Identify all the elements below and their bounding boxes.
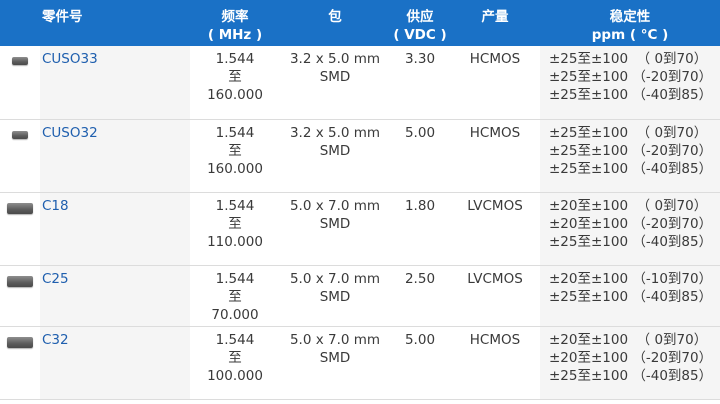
part-number-link[interactable]: CUSO32 — [42, 124, 98, 141]
stability-line: ±25至±100 （-40到85） — [549, 288, 713, 305]
package-cell: 5.0 x 7.0 mm SMD — [280, 265, 390, 327]
stability-cell: ±25至±100 （ 0到70） ±25至±100 （-20到70） ±25至±10… — [540, 119, 720, 193]
small-smd-chip-icon[interactable] — [12, 130, 28, 139]
frequency-line: 1.544 — [215, 270, 255, 287]
header-frequency[interactable]: 频率( MHz ) — [190, 0, 280, 46]
table-row[interactable]: C18 1.544 至 110.000 5.0 x 7.0 mm SMD 1.80 LVCMO… — [0, 192, 720, 266]
frequency-line: 70.000 — [211, 306, 259, 323]
stability-line: ±20至±100 （-20到70） — [549, 215, 713, 232]
header-stability[interactable]: 稳定性 ppm ( °C ) — [540, 0, 720, 46]
supply-cell: 2.50 — [390, 265, 450, 327]
package-line: SMD — [319, 142, 351, 159]
output-cell: HCMOS — [450, 326, 540, 400]
chip-thumbnail-cell — [0, 192, 40, 266]
frequency-line: 100.000 — [207, 367, 263, 384]
table-header-row: 零件号 频率( MHz ) 包 供应( VDC ) 产量 稳定性 ppm ( °C… — [0, 0, 720, 46]
frequency-cell: 1.544 至 70.000 — [190, 265, 280, 327]
chip-thumbnail-cell — [0, 265, 40, 327]
package-cell: 5.0 x 7.0 mm SMD — [280, 326, 390, 400]
part-number-cell: CUSO32 — [40, 119, 190, 193]
package-line: 5.0 x 7.0 mm — [289, 197, 381, 214]
package-line: SMD — [319, 288, 351, 305]
stability-line: ±20至±100 （ 0到70） — [549, 331, 708, 348]
package-cell: 5.0 x 7.0 mm SMD — [280, 192, 390, 266]
chip-thumbnail-cell — [0, 326, 40, 400]
frequency-cell: 1.544 至 100.000 — [190, 326, 280, 400]
frequency-cell: 1.544 至 110.000 — [190, 192, 280, 266]
part-number-cell: C32 — [40, 326, 190, 400]
stability-line: ±20至±100 （-20到70） — [549, 349, 713, 366]
part-number-cell: CUSO33 — [40, 46, 190, 120]
frequency-line: 1.544 — [215, 197, 255, 214]
package-line: SMD — [319, 69, 351, 85]
header-package[interactable]: 包 — [280, 0, 390, 46]
stability-line: ±25至±100 （-40到85） — [549, 87, 713, 103]
stability-line: ±25至±100 （ 0到70） — [549, 124, 708, 141]
package-line: 5.0 x 7.0 mm — [289, 331, 381, 348]
header-part-number[interactable]: 零件号 — [40, 0, 190, 46]
chip-thumbnail-cell — [0, 46, 40, 120]
package-cell: 3.2 x 5.0 mm SMD — [280, 46, 390, 120]
header-thumb — [0, 0, 40, 46]
part-number-link[interactable]: CUSO33 — [42, 51, 98, 67]
part-number-link[interactable]: C18 — [42, 197, 69, 214]
frequency-line: 1.544 — [215, 51, 255, 67]
frequency-line: 160.000 — [207, 87, 263, 103]
output-cell: LVCMOS — [450, 265, 540, 327]
large-smd-chip-icon[interactable] — [7, 336, 33, 348]
stability-line: ±25至±100 （-40到85） — [549, 160, 713, 177]
stability-line: ±20至±100 （ 0到70） — [549, 197, 708, 214]
header-supply[interactable]: 供应( VDC ) — [390, 0, 450, 46]
frequency-line: 至 — [228, 288, 242, 305]
output-cell: LVCMOS — [450, 192, 540, 266]
part-number-cell: C18 — [40, 192, 190, 266]
frequency-cell: 1.544 至 160.000 — [190, 119, 280, 193]
part-number-cell: C25 — [40, 265, 190, 327]
frequency-line: 至 — [228, 142, 242, 159]
package-line: 3.2 x 5.0 mm — [289, 124, 381, 141]
frequency-line: 至 — [228, 349, 242, 366]
supply-cell: 3.30 — [390, 46, 450, 120]
stability-line: ±25至±100 （-40到85） — [549, 233, 713, 250]
part-number-link[interactable]: C32 — [42, 331, 69, 348]
supply-cell: 5.00 — [390, 326, 450, 400]
frequency-line: 1.544 — [215, 124, 255, 141]
stability-line: ±20至±100 （-10到70） — [549, 270, 713, 287]
package-line: SMD — [319, 349, 351, 366]
stability-cell: ±20至±100 （ 0到70） ±20至±100 （-20到70） ±25至±10… — [540, 326, 720, 400]
stability-line: ±25至±100 （-20到70） — [549, 142, 713, 159]
stability-line: ±25至±100 （-40到85） — [549, 367, 713, 384]
table-row[interactable]: C32 1.544 至 100.000 5.0 x 7.0 mm SMD 5.00 HCMOS… — [0, 326, 720, 400]
table-row[interactable]: CUSO33 1.544 至 160.000 3.2 x 5.0 mm SMD 3.30 HC… — [0, 46, 720, 120]
package-cell: 3.2 x 5.0 mm SMD — [280, 119, 390, 193]
output-cell: HCMOS — [450, 119, 540, 193]
package-line: 5.0 x 7.0 mm — [289, 270, 381, 287]
large-smd-chip-icon[interactable] — [7, 275, 33, 287]
table-row[interactable]: C25 1.544 至 70.000 5.0 x 7.0 mm SMD 2.50 LVCMOS… — [0, 265, 720, 327]
supply-cell: 5.00 — [390, 119, 450, 193]
frequency-line: 至 — [228, 215, 242, 232]
frequency-cell: 1.544 至 160.000 — [190, 46, 280, 120]
stability-cell: ±20至±100 （ 0到70） ±20至±100 （-20到70） ±25至±10… — [540, 192, 720, 266]
package-line: 3.2 x 5.0 mm — [289, 51, 381, 67]
frequency-line: 至 — [228, 69, 242, 85]
stability-line: ±25至±100 （-20到70） — [549, 69, 713, 85]
supply-cell: 1.80 — [390, 192, 450, 266]
small-smd-chip-icon[interactable] — [12, 57, 28, 65]
stability-cell: ±20至±100 （-10到70） ±25至±100 （-40到85） — [540, 265, 720, 327]
frequency-line: 160.000 — [207, 160, 263, 177]
stability-cell: ±25至±100 （ 0到70） ±25至±100 （-20到70） ±25至±10… — [540, 46, 720, 120]
stability-line: ±25至±100 （ 0到70） — [549, 51, 708, 67]
frequency-line: 110.000 — [207, 233, 263, 250]
large-smd-chip-icon[interactable] — [7, 202, 33, 214]
chip-thumbnail-cell — [0, 119, 40, 193]
output-cell: HCMOS — [450, 46, 540, 120]
header-output[interactable]: 产量 — [450, 0, 540, 46]
package-line: SMD — [319, 215, 351, 232]
part-number-link[interactable]: C25 — [42, 270, 69, 287]
frequency-line: 1.544 — [215, 331, 255, 348]
table-row[interactable]: CUSO32 1.544 至 160.000 3.2 x 5.0 mm SMD 5.00 HC… — [0, 119, 720, 193]
